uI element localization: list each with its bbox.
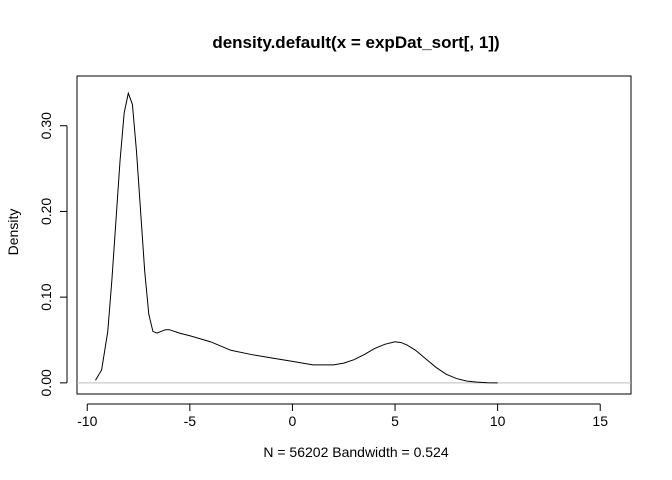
- x-axis: -10 -5 0 5 10 15: [77, 403, 608, 429]
- density-curve: [95, 91, 498, 384]
- y-tick-label: 0.10: [38, 283, 54, 310]
- x-tick-label: -5: [184, 413, 197, 429]
- plot-frame: [76, 75, 632, 395]
- y-tick-label: 0.20: [38, 198, 54, 225]
- x-tick-label: 0: [289, 413, 297, 429]
- x-tick-label: -10: [77, 413, 97, 429]
- y-axis: 0.00 0.10 0.20 0.30: [38, 112, 68, 396]
- x-tick-label: 5: [391, 413, 399, 429]
- chart-title: density.default(x = expDat_sort[, 1]): [212, 33, 499, 52]
- y-tick-label: 0.30: [38, 112, 54, 139]
- y-axis-label: Density: [5, 209, 21, 256]
- x-axis-label: N = 56202 Bandwidth = 0.524: [263, 444, 448, 460]
- x-tick-label: 10: [490, 413, 506, 429]
- x-tick-label: 15: [592, 413, 608, 429]
- y-tick-label: 0.00: [38, 369, 54, 396]
